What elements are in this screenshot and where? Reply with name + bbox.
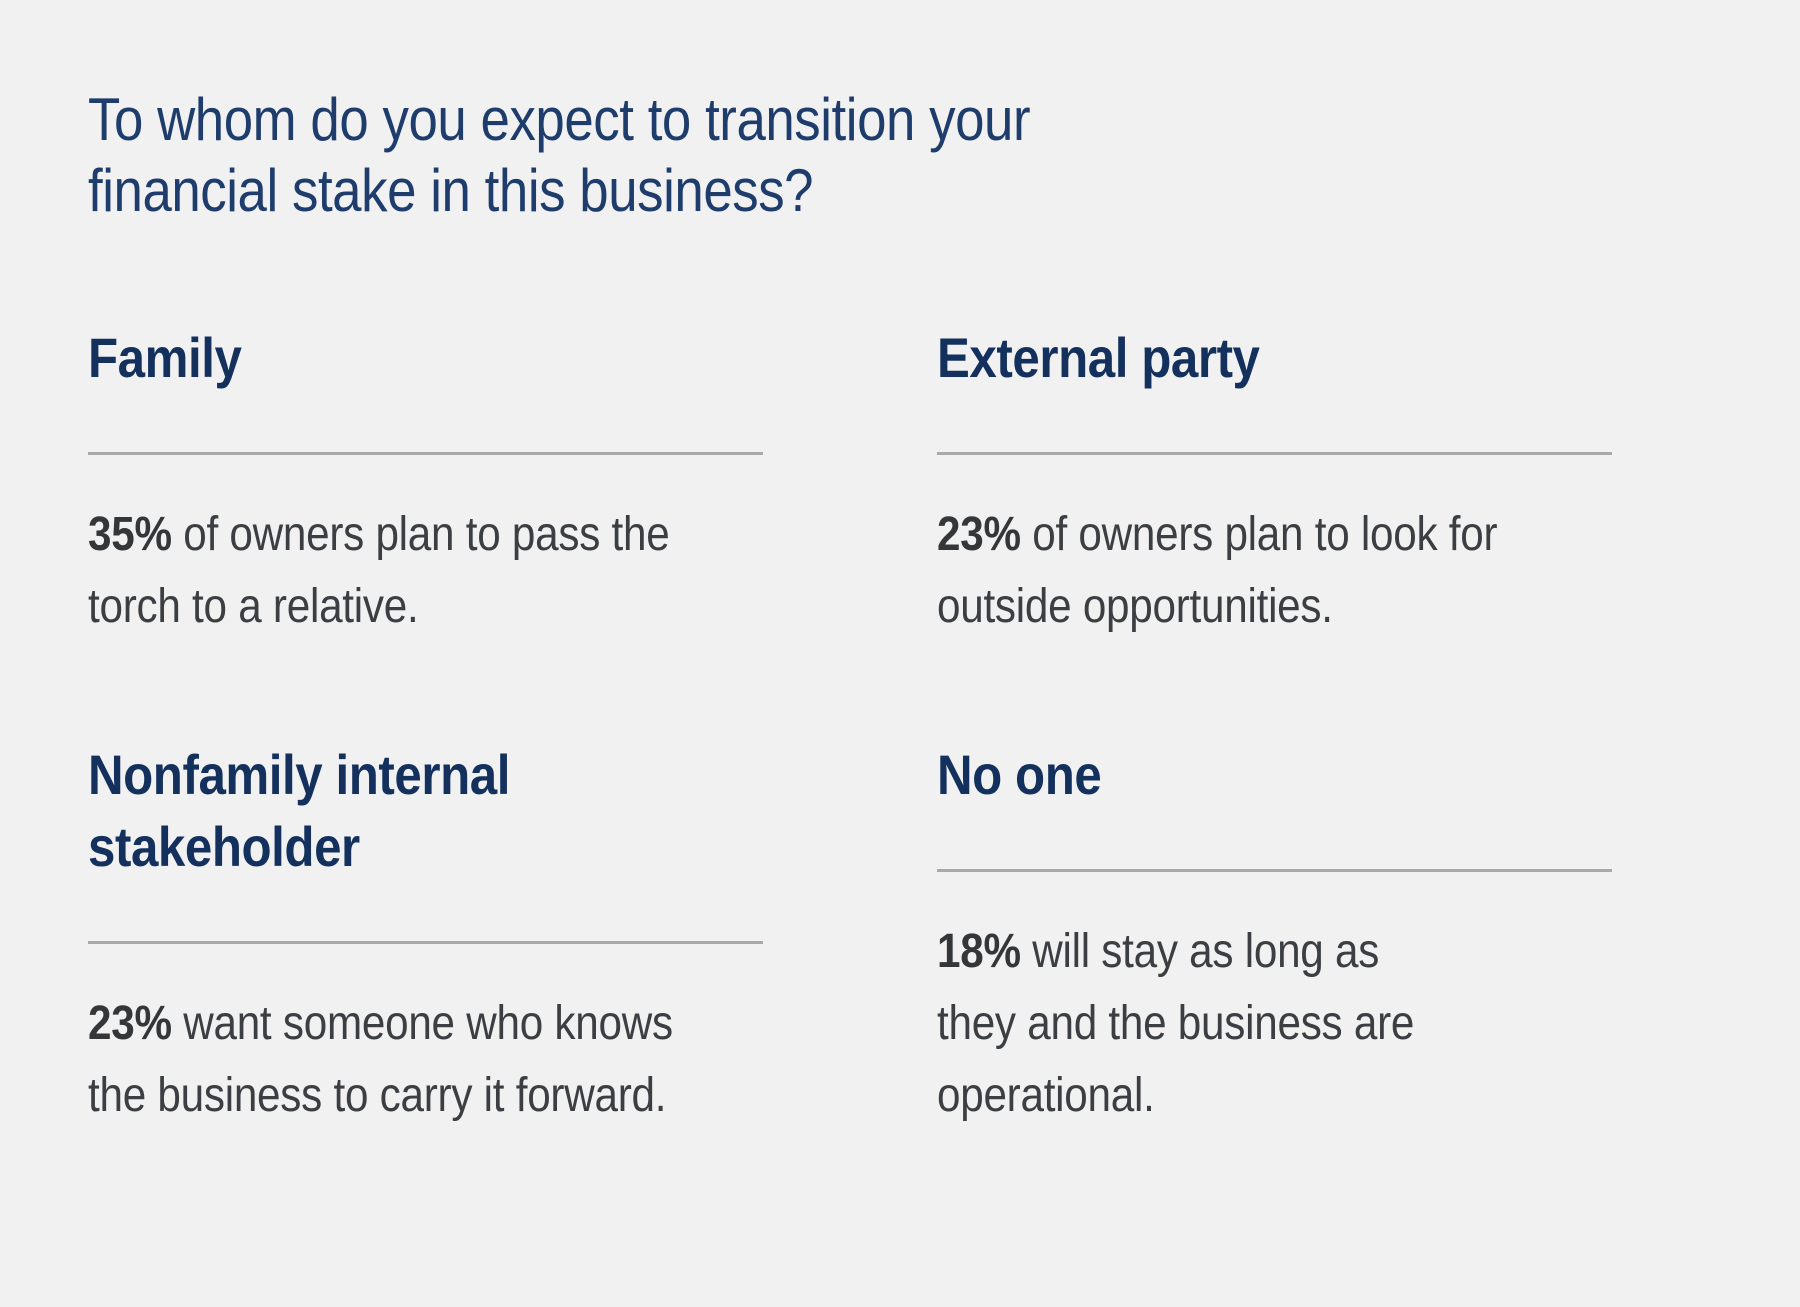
section-text-nonfamily-internal-stakeholder: 23% want someone who knows the business … xyxy=(88,988,763,1132)
stat-value-external-party: 23% xyxy=(937,508,1021,561)
section-heading-family: Family xyxy=(88,326,242,389)
stat-description-family: of owners plan to pass the torch to a re… xyxy=(88,508,670,633)
stat-value-nonfamily-internal-stakeholder: 23% xyxy=(88,997,172,1050)
section-heading-nonfamily-internal-stakeholder: Nonfamily internal stakeholder xyxy=(88,743,510,878)
section-divider xyxy=(88,452,763,455)
stat-value-no-one: 18% xyxy=(937,925,1021,978)
stat-section-external-party: External party 23% of owners plan to loo… xyxy=(937,322,1612,643)
stat-description-external-party: of owners plan to look for outside oppor… xyxy=(937,508,1498,633)
stat-value-family: 35% xyxy=(88,508,172,561)
section-divider xyxy=(937,869,1612,872)
stat-section-nonfamily-internal-stakeholder: Nonfamily internal stakeholder 23% want … xyxy=(88,739,763,1132)
section-heading-external-party: External party xyxy=(937,326,1260,389)
page-title-line-2: financial stake in this business? xyxy=(88,157,814,224)
stats-grid: Family 35% of owners plan to pass the to… xyxy=(88,322,1612,1132)
section-heading-no-one: No one xyxy=(937,743,1102,806)
stat-section-no-one: No one 18% will stay as long as they and… xyxy=(937,739,1612,1132)
stat-section-family: Family 35% of owners plan to pass the to… xyxy=(88,322,763,643)
section-text-no-one: 18% will stay as long as they and the bu… xyxy=(937,916,1612,1132)
section-text-family: 35% of owners plan to pass the torch to … xyxy=(88,499,763,643)
page-title: To whom do you expect to transition your… xyxy=(88,0,1612,226)
page-title-line-1: To whom do you expect to transition your xyxy=(88,86,1031,153)
stat-description-no-one: will stay as long as they and the busine… xyxy=(937,925,1415,1122)
section-divider xyxy=(88,941,763,944)
section-text-external-party: 23% of owners plan to look for outside o… xyxy=(937,499,1612,643)
stat-description-nonfamily-internal-stakeholder: want someone who knows the business to c… xyxy=(88,997,673,1122)
section-divider xyxy=(937,452,1612,455)
